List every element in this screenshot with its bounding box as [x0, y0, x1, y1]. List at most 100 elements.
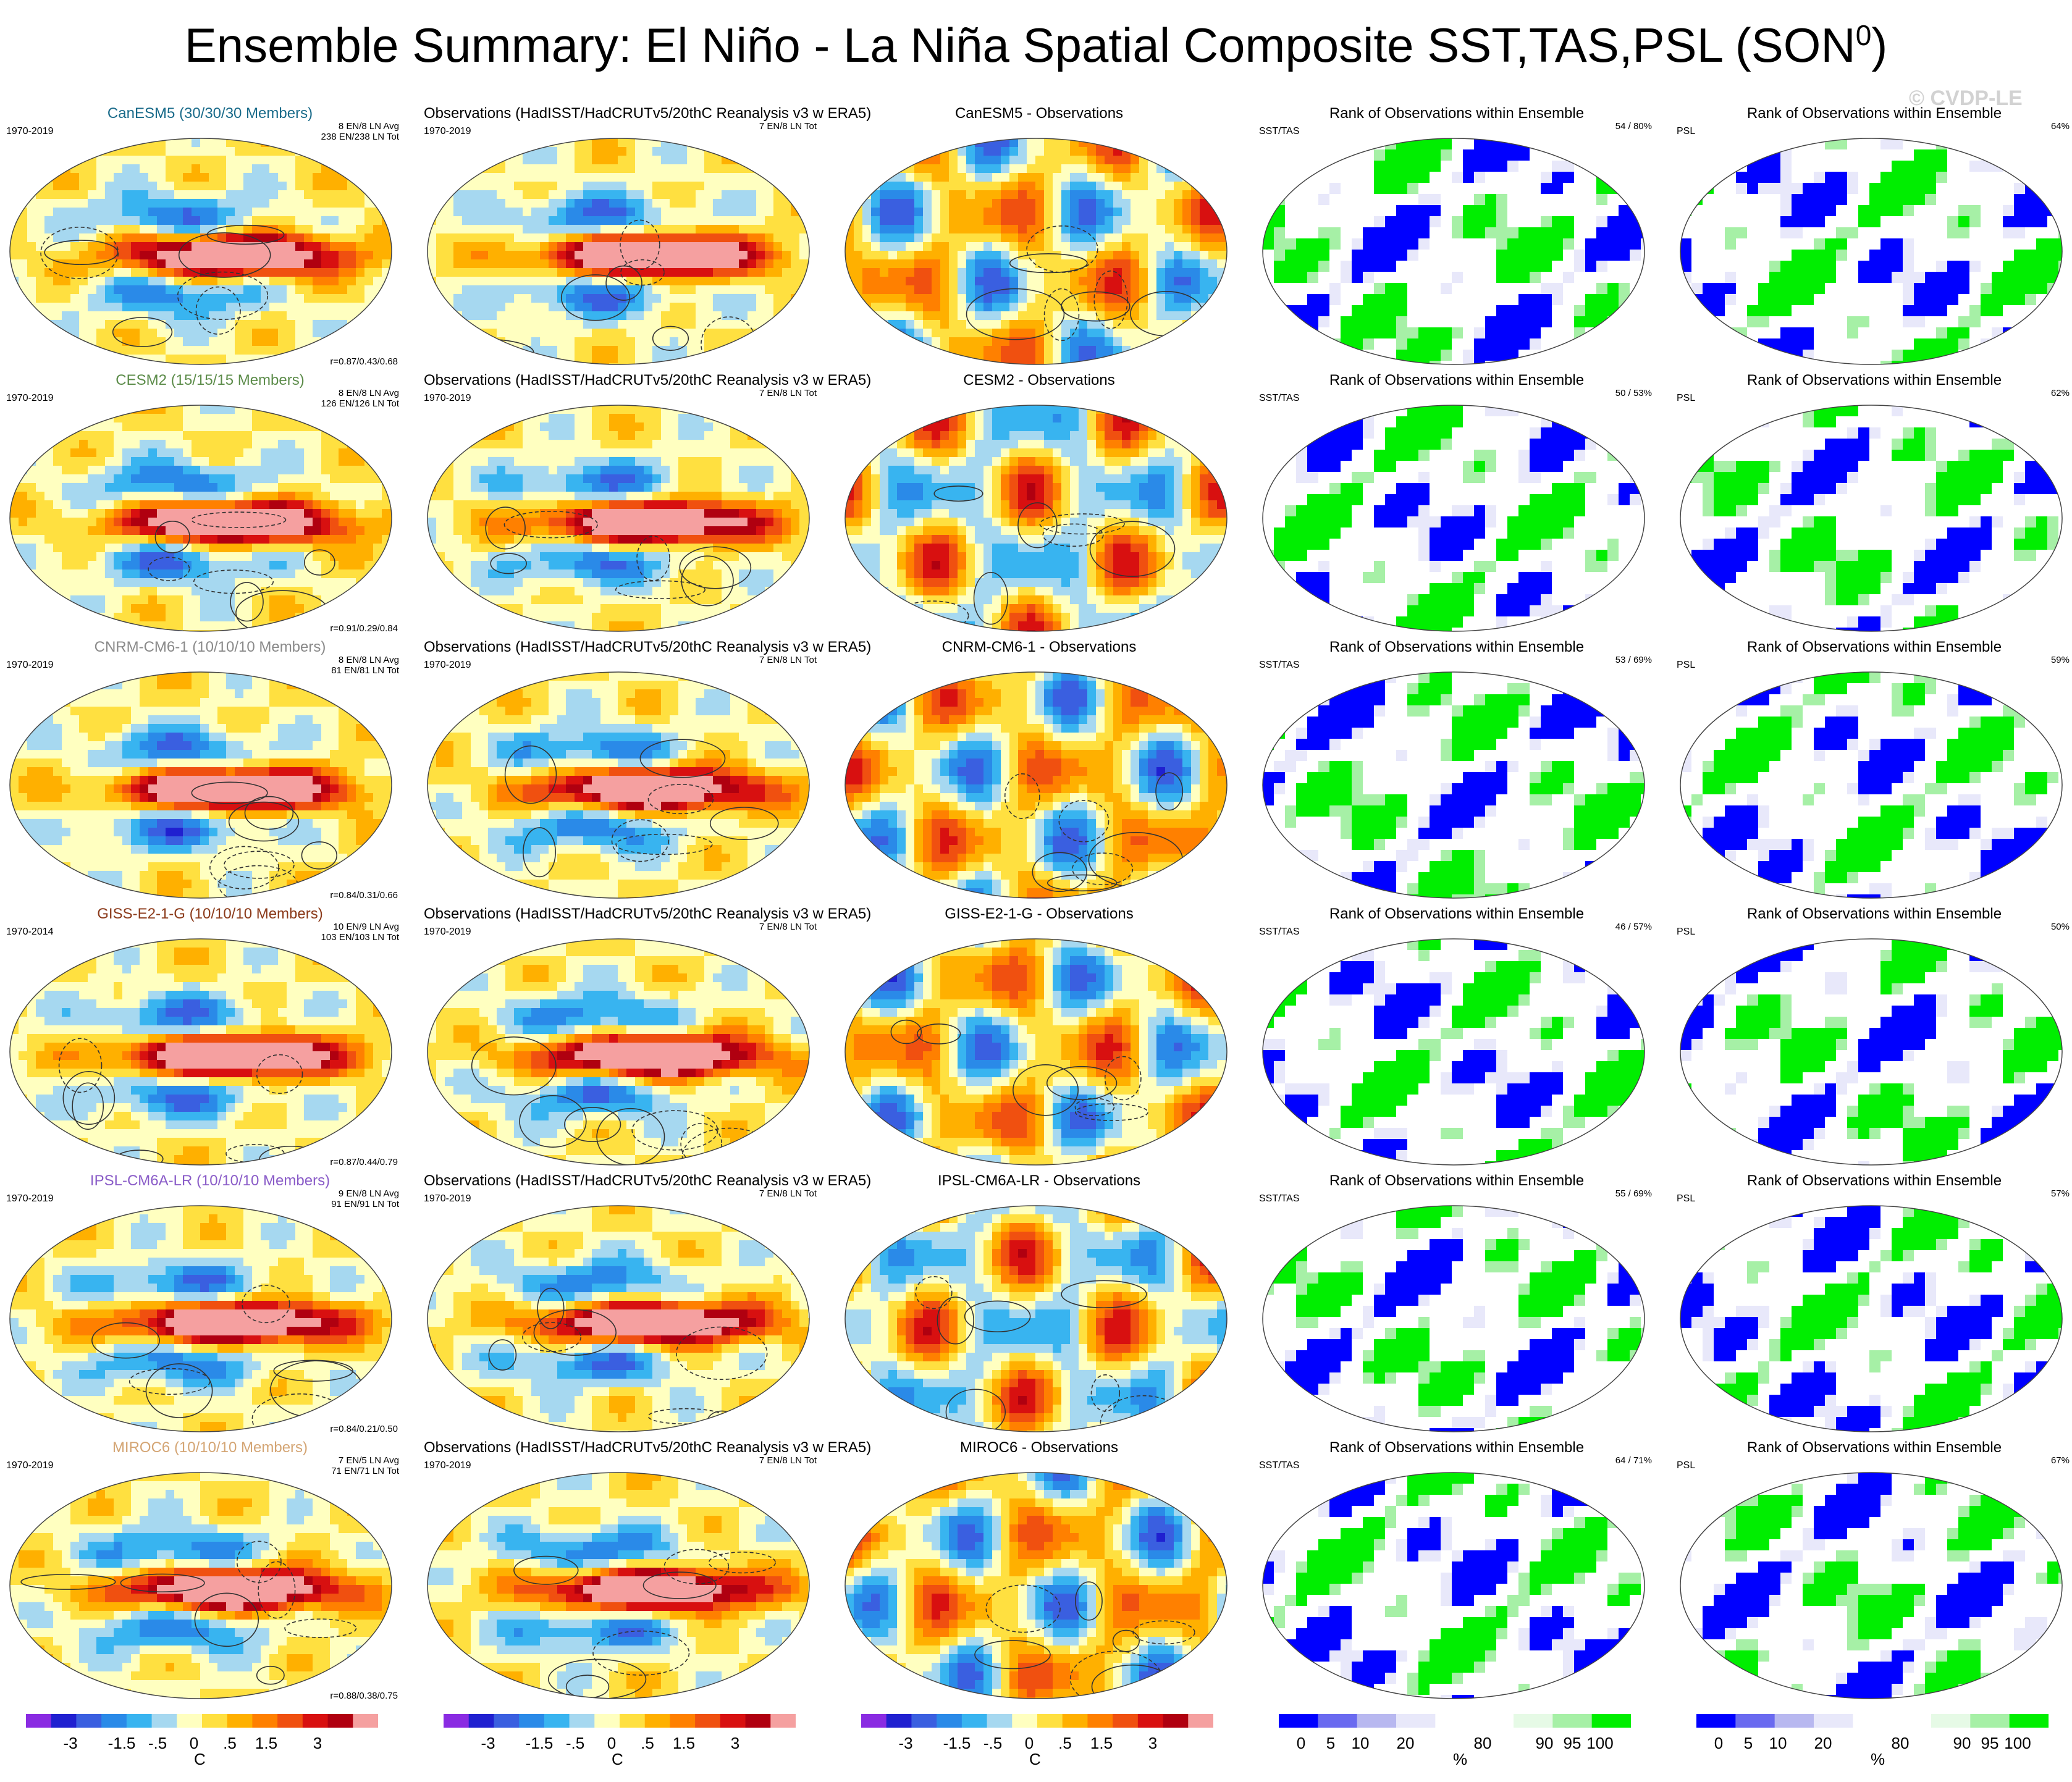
colorbar-swatch: [444, 1714, 470, 1728]
anomaly-map: [427, 671, 810, 899]
model-title: CanESM5 (30/30/30 Members): [6, 105, 414, 122]
colorbar-tick-label: 0: [607, 1734, 616, 1753]
colorbar-swatch: [1396, 1714, 1436, 1728]
model-panel-canesm5: CanESM5 (30/30/30 Members) 1970-2019 8 EN/…: [6, 105, 402, 371]
colorbar-swatch: [569, 1714, 595, 1728]
model-panel-cnrm-cm6-1: CNRM-CM6-1 (10/10/10 Members) 1970-2019 8 …: [6, 639, 402, 904]
colorbar-swatch: [277, 1714, 303, 1728]
rank-map: [1680, 1472, 2063, 1699]
colorbar-tick-label: -3: [63, 1734, 77, 1753]
count-avg: 8 EN/8 LN Avg: [331, 655, 399, 665]
obs-period: 1970-2019: [424, 660, 471, 671]
anomaly-map: [844, 1472, 1228, 1699]
rank-title: Rank of Observations within Ensemble: [1677, 105, 2072, 122]
colorbar-unit: %: [1453, 1750, 1467, 1769]
colorbar-tick-label: 80: [1892, 1734, 1910, 1753]
count-total: 103 EN/103 LN Tot: [321, 932, 399, 943]
obs-title: Observations (HadISST/HadCRUTv5/20thC Re…: [424, 1439, 871, 1456]
colorbar-swatch: [1735, 1714, 1775, 1728]
count-avg: 8 EN/8 LN Avg: [321, 388, 399, 398]
colorbar-swatch: [353, 1714, 379, 1728]
rank-title: Rank of Observations within Ensemble: [1259, 906, 1654, 923]
colorbar-swatch: [1814, 1714, 1853, 1728]
page-title: Ensemble Summary: El Niño - La Niña Spat…: [0, 17, 2072, 74]
period-label: 1970-2019: [6, 126, 54, 137]
colorbar-tick-label: 0: [190, 1734, 198, 1753]
colorbar-swatch: [670, 1714, 696, 1728]
colorbar-tick-label: 3: [1148, 1734, 1157, 1753]
rank-percent: 57%: [2051, 1188, 2070, 1199]
colorbar-swatch: [1435, 1714, 1475, 1728]
colorbar-tick-label: -1.5: [108, 1734, 136, 1753]
colorbar-tick-label: 3: [731, 1734, 739, 1753]
correlation-label: r=0.88/0.38/0.75: [330, 1691, 398, 1701]
count-avg: 7 EN/5 LN Avg: [331, 1455, 399, 1466]
rank-title: Rank of Observations within Ensemble: [1677, 1172, 2072, 1190]
obs-period: 1970-2019: [424, 1193, 471, 1204]
colorbar-swatch: [494, 1714, 520, 1728]
obs-counts: 7 EN/8 LN Tot: [759, 1455, 817, 1466]
count-avg: 9 EN/8 LN Avg: [331, 1188, 399, 1199]
anomaly-map: [427, 405, 810, 632]
colorbar-swatch: [886, 1714, 912, 1728]
colorbar-swatch: [302, 1714, 329, 1728]
obs-panel: Observations (HadISST/HadCRUTv5/20thC Re…: [424, 1172, 871, 1438]
colorbar-tick-label: 0: [1025, 1734, 1034, 1753]
colorbar-tick-label: 5: [1326, 1734, 1335, 1753]
colorbar-swatch: [1012, 1714, 1038, 1728]
rank-map: [1262, 1205, 1645, 1432]
colorbar-tick-label: -3: [898, 1734, 912, 1753]
count-total: 238 EN/238 LN Tot: [321, 132, 399, 142]
colorbar-swatch: [1037, 1714, 1063, 1728]
count-total: 126 EN/126 LN Tot: [321, 398, 399, 409]
obs-panel: Observations (HadISST/HadCRUTv5/20thC Re…: [424, 372, 871, 637]
colorbar-swatches: [444, 1714, 796, 1728]
colorbar-tick-label: 95: [1564, 1734, 1581, 1753]
diff-panel: CESM2 - Observations: [841, 372, 1237, 637]
colorbar-swatches: [861, 1714, 1214, 1728]
anomaly-map: [9, 938, 392, 1166]
rank-percent: 64%: [2051, 121, 2070, 132]
rank-label: SST/TAS: [1259, 126, 1300, 137]
count-avg: 10 EN/9 LN Avg: [321, 922, 399, 932]
colorbar-swatch: [126, 1714, 153, 1728]
colorbar-tick-label: 0: [1714, 1734, 1723, 1753]
diff-panel: IPSL-CM6A-LR - Observations: [841, 1172, 1237, 1438]
rank-percent: 55 / 69%: [1615, 1188, 1652, 1199]
colorbar-swatch: [1774, 1714, 1814, 1728]
correlation-label: r=0.84/0.31/0.66: [330, 890, 398, 901]
colorbar-tick-label: 1.5: [673, 1734, 695, 1753]
anomaly-map: [844, 138, 1228, 365]
rank-percent: 64 / 71%: [1615, 1455, 1652, 1466]
rank-label: SST/TAS: [1259, 927, 1300, 938]
obs-counts: 7 EN/8 LN Tot: [759, 922, 817, 932]
colorbar-swatch: [961, 1714, 988, 1728]
rank-psl-panel: Rank of Observations within Ensemble PSL 6…: [1677, 1439, 2072, 1705]
colorbar-tick-label: 0: [1297, 1734, 1305, 1753]
colorbar-swatch: [1931, 1714, 1971, 1728]
rank-title: Rank of Observations within Ensemble: [1677, 1439, 2072, 1456]
colorbar-unit: C: [612, 1750, 623, 1769]
period-label: 1970-2019: [6, 1193, 54, 1204]
rank-map: [1680, 138, 2063, 365]
colorbar-tick-label: -.5: [148, 1734, 167, 1753]
colorbar-swatches: [1279, 1714, 1632, 1728]
colorbar-tick-label: 80: [1474, 1734, 1492, 1753]
colorbar-tick-label: .5: [223, 1734, 237, 1753]
rank-title: Rank of Observations within Ensemble: [1677, 906, 2072, 923]
diff-panel: CNRM-CM6-1 - Observations: [841, 639, 1237, 904]
obs-title: Observations (HadISST/HadCRUTv5/20thC Re…: [424, 639, 871, 656]
period-label: 1970-2019: [6, 1460, 54, 1471]
title-main: Ensemble Summary: El Niño - La Niña Spat…: [185, 18, 1856, 72]
colorbar-swatch: [227, 1714, 253, 1728]
obs-counts: 7 EN/8 LN Tot: [759, 388, 817, 398]
model-title: CESM2 (15/15/15 Members): [6, 372, 414, 389]
colorbar-swatch: [1318, 1714, 1358, 1728]
rank-percent: 67%: [2051, 1455, 2070, 1466]
anomaly-map: [844, 405, 1228, 632]
rank-percent: 54 / 80%: [1615, 121, 1652, 132]
rank-label: SST/TAS: [1259, 393, 1300, 404]
obs-panel: Observations (HadISST/HadCRUTv5/20thC Re…: [424, 906, 871, 1171]
colorbar-swatch: [1591, 1714, 1632, 1728]
rank-sst-panel: Rank of Observations within Ensemble SST/…: [1259, 639, 1654, 904]
